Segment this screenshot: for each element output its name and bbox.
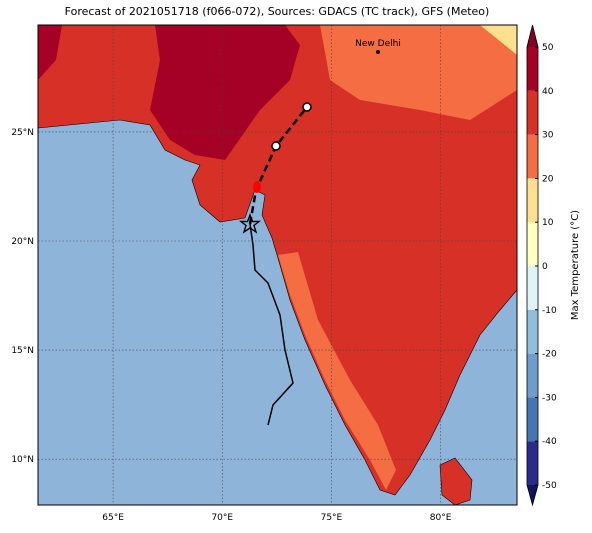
map: New Delhi: [38, 25, 517, 505]
colorbar-tick-label: -50: [542, 481, 557, 491]
colorbar-segment: [527, 134, 538, 179]
colorbar-segment: [527, 266, 538, 310]
colorbar-tick-label: 40: [542, 87, 554, 97]
colorbar-tick-label: -30: [542, 393, 557, 403]
map-frame: [37, 24, 518, 506]
x-tick-label: 75°E: [321, 513, 343, 523]
track-point: [302, 102, 312, 112]
track-point: [271, 141, 281, 151]
storm-marker: [253, 181, 261, 193]
colorbar-tick-label: -20: [542, 350, 557, 360]
colorbar-segment: [527, 441, 538, 485]
colorbar-label: Max Temperature (°C): [570, 210, 581, 320]
sri-lanka: [439, 457, 473, 505]
colorbar-tick-label: 0: [542, 262, 548, 272]
title: Forecast of 2021051718 (f066-072), Sourc…: [65, 5, 490, 18]
city-dot: [376, 50, 380, 54]
colorbar-tick-label: 30: [542, 131, 554, 141]
colorbar-segment: [527, 222, 538, 266]
city-label: New Delhi: [355, 39, 401, 49]
colorbar-segment: [527, 353, 538, 398]
past-track: [249, 223, 294, 426]
warm-region: [278, 252, 396, 490]
colorbar-tick-label: -40: [542, 437, 557, 447]
colorbar-tick-label: -10: [542, 306, 557, 316]
mild-region: [480, 25, 517, 55]
colorbar-extend: [527, 25, 538, 47]
colorbar-tick-label: 50: [542, 43, 554, 53]
x-tick-label: 65°E: [102, 513, 124, 523]
x-tick-label: 80°E: [430, 513, 452, 523]
warm-region: [320, 25, 517, 120]
colorbar-segment: [527, 90, 538, 135]
land: [38, 25, 517, 496]
grid: 65°E 70°E 75°E 80°E 10°N 15°N 20°N 25°N: [11, 25, 517, 523]
colorbar-segment: [527, 178, 538, 223]
y-tick-label: 15°N: [11, 346, 34, 356]
colorbar-extend: [527, 485, 538, 505]
colorbar-tick-label: 20: [542, 174, 554, 184]
colorbar-segment: [527, 309, 538, 354]
hot-region: [38, 25, 62, 80]
forecast-track: [248, 106, 308, 225]
hot-region: [150, 25, 300, 160]
colorbar-tick-label: 10: [542, 218, 554, 228]
colorbar: -50 -40 -30 -20 -10 0 10 20 30 40 50: [526, 24, 557, 507]
y-tick-label: 20°N: [11, 237, 34, 247]
colorbar-segment: [527, 47, 538, 91]
storm-star: [239, 213, 261, 234]
colorbar-segment: [527, 397, 538, 442]
y-tick-label: 10°N: [11, 455, 34, 465]
x-tick-label: 70°E: [211, 513, 233, 523]
y-tick-label: 25°N: [11, 128, 34, 138]
